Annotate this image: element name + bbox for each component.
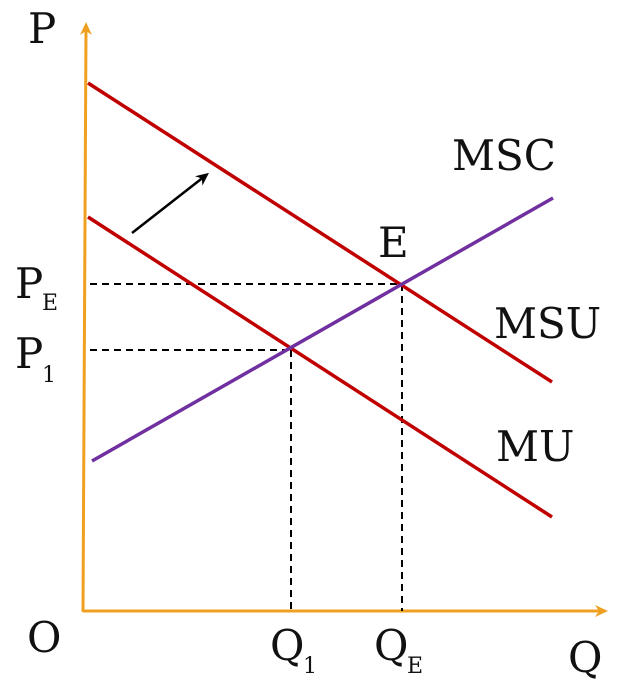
qe-label: Q E <box>374 621 423 679</box>
equilibrium-label: E <box>378 218 409 267</box>
msu-label: MSU <box>494 299 601 348</box>
x-axis-label: Q <box>568 633 602 679</box>
shift-arrow <box>131 172 209 234</box>
pe-label: P E <box>15 259 58 316</box>
q1-label-subscript: 1 <box>303 654 317 679</box>
msc-label: MSC <box>452 131 556 180</box>
msc-curve <box>91 196 554 463</box>
msu-curve <box>87 81 553 384</box>
y-axis-label: P <box>28 4 56 53</box>
y-axis <box>79 22 92 613</box>
p1-label-subscript: 1 <box>42 363 56 388</box>
qe-label-subscript: E <box>407 654 423 679</box>
p1-label: P 1 <box>15 329 56 388</box>
q1-label-main: Q <box>270 621 304 670</box>
pe-label-subscript: E <box>42 291 58 316</box>
q1-label: Q 1 <box>270 621 317 679</box>
pe-label-main: P <box>15 259 43 308</box>
p1-label-main: P <box>15 329 43 378</box>
mu-label: MU <box>496 422 574 471</box>
qe-label-main: Q <box>374 621 408 670</box>
mu-curve <box>87 215 553 519</box>
origin-label: O <box>27 613 61 662</box>
